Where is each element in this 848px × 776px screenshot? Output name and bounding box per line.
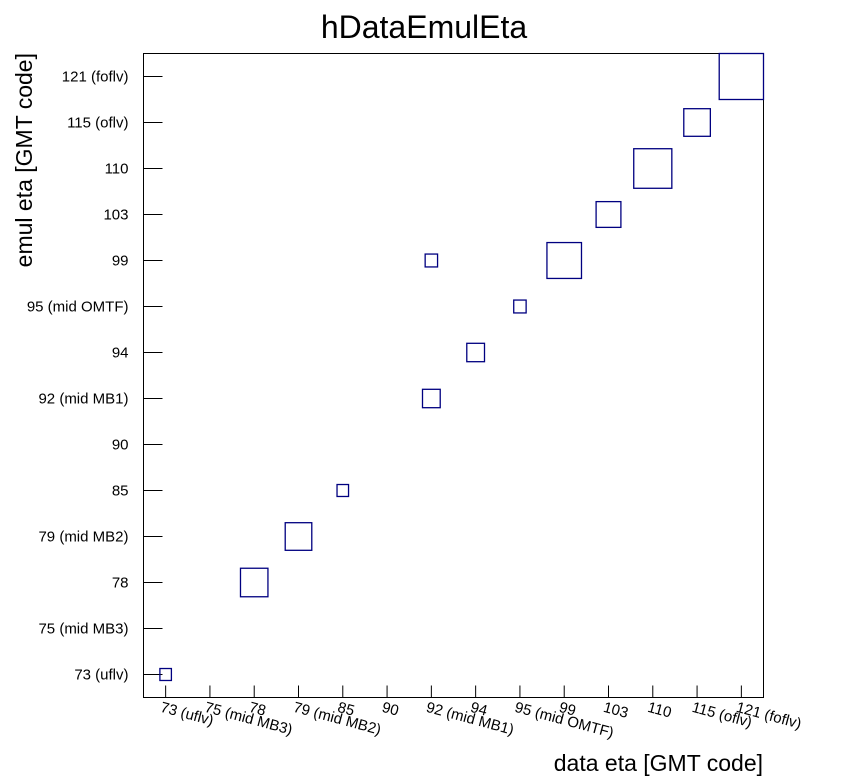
data-box bbox=[424, 253, 439, 268]
data-boxes bbox=[159, 52, 765, 682]
x-axis-title: data eta [GMT code] bbox=[554, 750, 763, 776]
y-tick-label: 115 (oflv) bbox=[67, 115, 128, 132]
x-tick-label: 92 (mid MB1) bbox=[424, 699, 515, 739]
data-box bbox=[595, 200, 622, 229]
y-tick-label: 121 (foflv) bbox=[62, 69, 129, 86]
x-tick-label: 75 (mid MB3) bbox=[203, 699, 294, 739]
x-tick-label: 94 bbox=[469, 699, 490, 720]
y-tick-label: 90 bbox=[112, 437, 129, 454]
data-box bbox=[421, 388, 441, 409]
y-tick-label: 94 bbox=[112, 345, 129, 362]
y-tick-label: 79 (mid MB2) bbox=[38, 529, 128, 546]
data-box bbox=[336, 483, 350, 498]
x-tick-label: 99 bbox=[557, 699, 578, 720]
data-box bbox=[239, 567, 269, 598]
y-tick-label: 85 bbox=[112, 483, 129, 500]
y-tick-label: 99 bbox=[112, 253, 129, 270]
y-axis-title: emul eta [GMT code] bbox=[11, 53, 37, 267]
y-tick-label: 78 bbox=[112, 575, 129, 592]
y-tick-label: 92 (mid MB1) bbox=[38, 391, 128, 408]
x-axis: 73 (uflv)75 (mid MB3)78 79 (mid MB2)85 90 9… bbox=[159, 685, 803, 742]
data-box bbox=[683, 108, 712, 137]
x-tick-label: 103 bbox=[601, 699, 630, 722]
x-tick-label: 110 bbox=[646, 699, 674, 722]
x-tick-label: 90 bbox=[380, 699, 401, 720]
data-box bbox=[633, 148, 673, 189]
y-tick-label: 73 (uflv) bbox=[74, 667, 128, 684]
data-box bbox=[466, 342, 486, 363]
x-tick-label: 79 (mid MB2) bbox=[291, 699, 382, 739]
plot-frame bbox=[143, 53, 764, 698]
data-box bbox=[513, 299, 527, 314]
data-box bbox=[284, 522, 313, 551]
y-axis: 73 (uflv) 75 (mid MB3) 78 79 (mid MB2) 85 90 9… bbox=[27, 69, 163, 684]
y-tick-label: 95 (mid OMTF) bbox=[27, 299, 129, 316]
y-tick-label: 103 bbox=[103, 207, 128, 224]
x-tick-label: 85 bbox=[336, 699, 357, 720]
data-box bbox=[159, 667, 173, 682]
y-tick-label: 110 bbox=[105, 161, 129, 178]
y-tick-label: 75 (mid MB3) bbox=[38, 621, 128, 638]
x-tick-label: 78 bbox=[247, 699, 268, 720]
data-box bbox=[546, 241, 583, 280]
data-box bbox=[718, 52, 765, 101]
chart-title: hDataEmulEta bbox=[321, 9, 528, 45]
